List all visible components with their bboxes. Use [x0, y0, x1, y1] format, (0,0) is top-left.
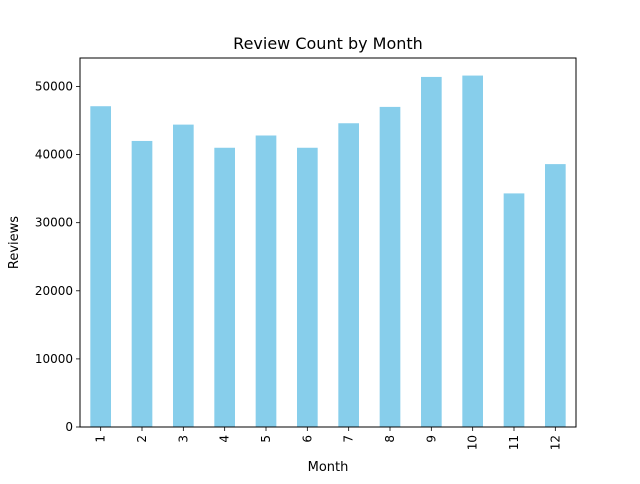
bar-month-5 [255, 135, 277, 427]
chart-title: Review Count by Month [233, 34, 423, 53]
x-tick-label: 7 [342, 435, 356, 443]
y-tick-label: 0 [65, 420, 73, 434]
y-tick-label: 50000 [35, 79, 73, 93]
x-tick-label: 3 [176, 435, 190, 443]
bars-layer [90, 75, 566, 428]
bar-month-6 [297, 147, 318, 427]
y-tick-label: 40000 [35, 148, 73, 162]
bar-month-9 [421, 76, 442, 428]
x-tick-label: 4 [218, 435, 232, 443]
y-tick-label: 30000 [35, 216, 73, 230]
x-tick-label: 10 [466, 435, 480, 450]
plot-frame [79, 57, 577, 428]
y-tick-label: 20000 [35, 284, 73, 298]
x-axis: 1 2 3 4 5 6 7 8 9 10 11 12 [94, 427, 562, 450]
x-tick-label: 1 [94, 435, 108, 443]
y-axis: 0 10000 20000 30000 40000 50000 [35, 79, 80, 434]
y-tick-label: 10000 [35, 352, 73, 366]
bar-month-1 [90, 106, 111, 427]
x-tick-label: 2 [135, 435, 149, 443]
bar-month-4 [214, 147, 235, 427]
bar-month-10 [462, 75, 483, 427]
x-tick-label: 9 [424, 435, 438, 443]
x-tick-label: 12 [548, 435, 562, 450]
bar-month-8 [379, 106, 401, 428]
x-tick-label: 5 [259, 435, 273, 443]
x-tick-label: 6 [300, 435, 314, 443]
x-tick-label: 11 [507, 435, 521, 450]
bar-month-2 [131, 140, 153, 427]
y-axis-label: Reviews [7, 216, 22, 269]
bar-month-7 [338, 123, 359, 427]
bar-month-11 [503, 193, 525, 427]
x-axis-label: Month [308, 460, 349, 475]
x-tick-label: 8 [383, 435, 397, 443]
bar-month-12 [545, 164, 566, 428]
bar-month-3 [173, 124, 194, 428]
